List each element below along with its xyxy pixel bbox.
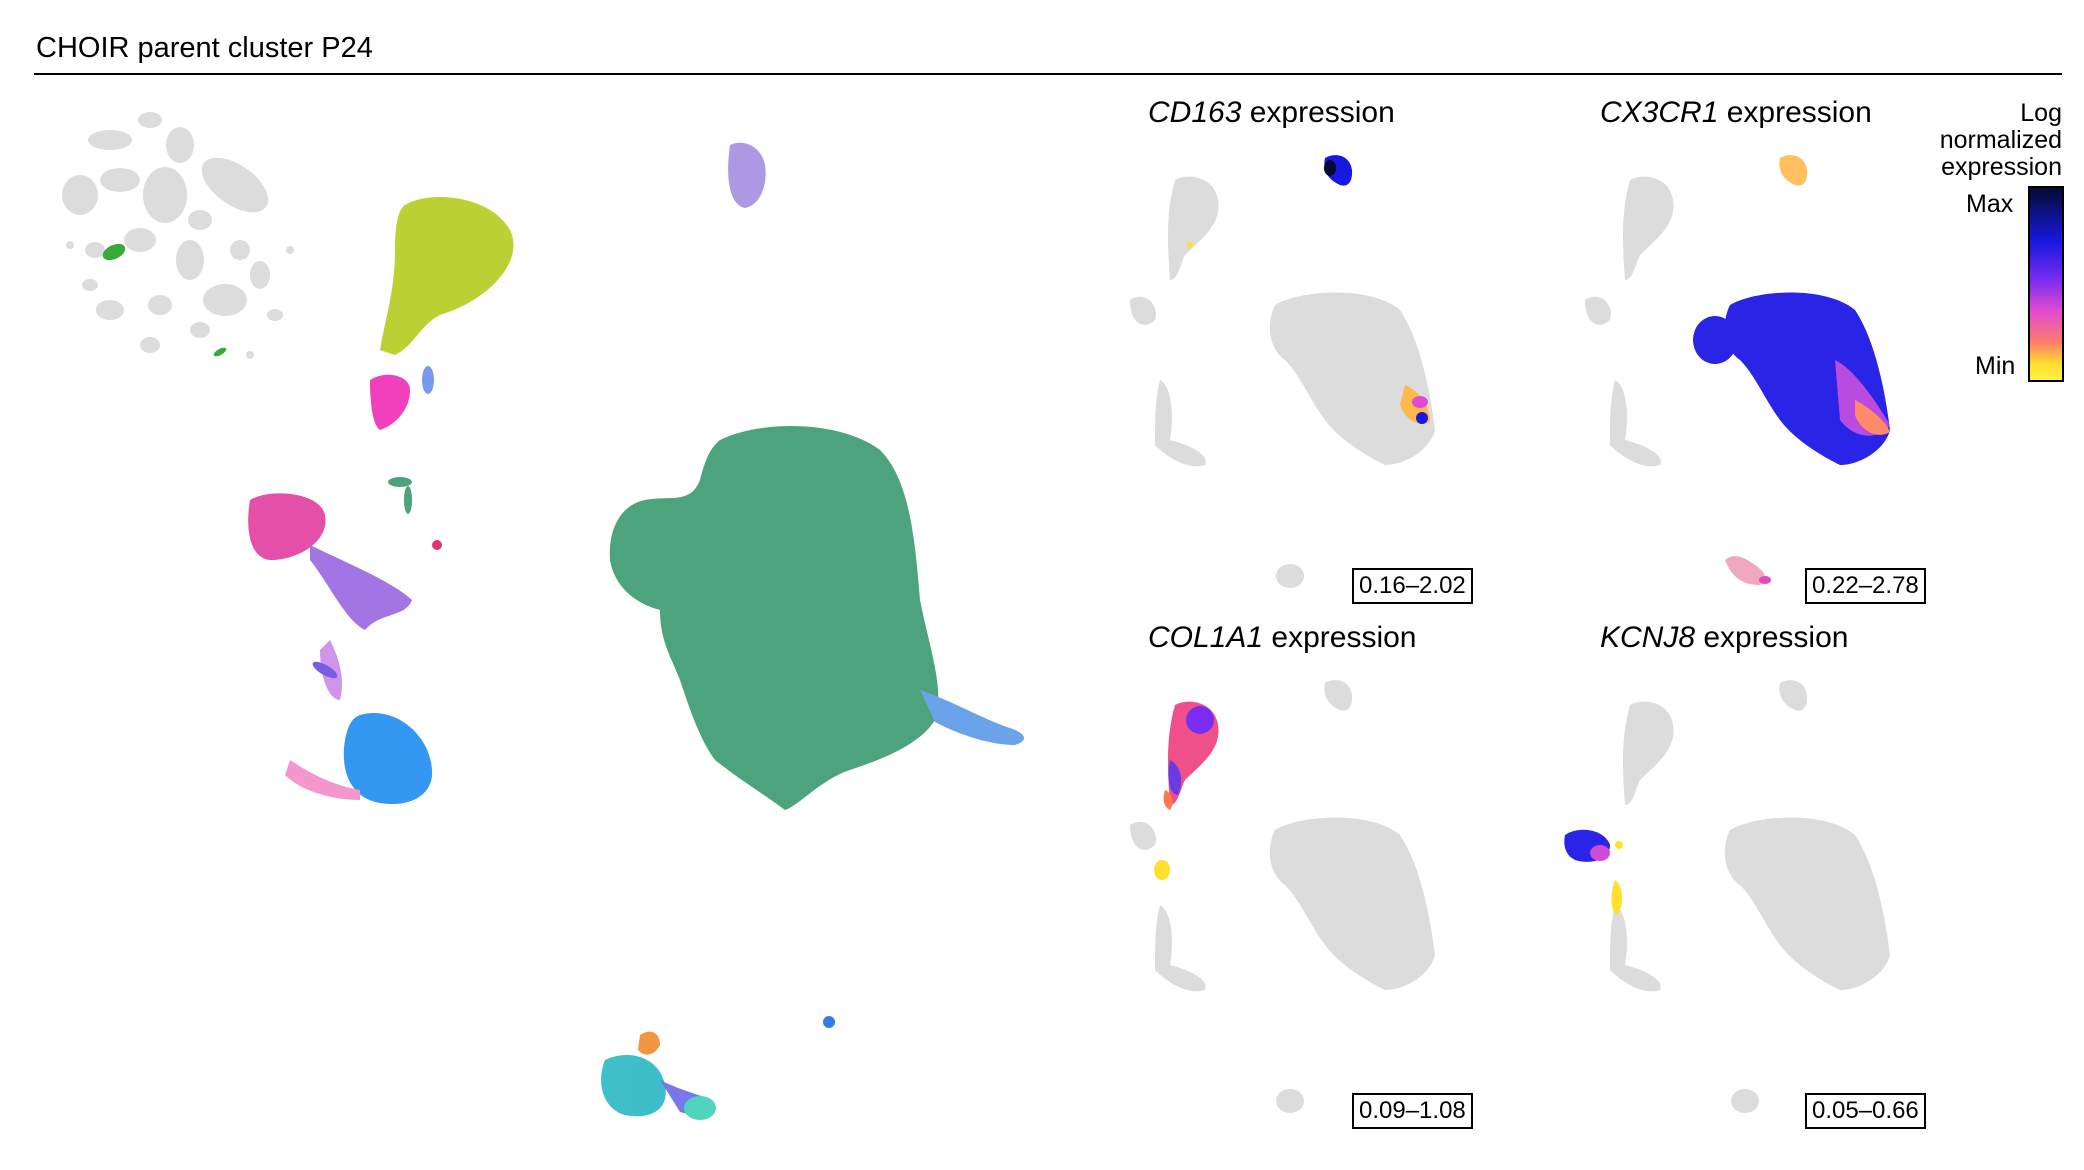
gene-name: CX3CR1 [1600,96,1719,129]
panel-col1a1-range: 0.09–1.08 [1352,1093,1473,1129]
panel-cx3cr1-range: 0.22–2.78 [1805,568,1926,604]
panel-kcnj8-range: 0.05–0.66 [1805,1093,1926,1129]
legend-title: Log normalized expression [1940,100,2062,181]
overview-inset [62,112,294,359]
panel-cd163-range: 0.16–2.02 [1352,568,1473,604]
gene-name: CD163 [1148,96,1242,129]
highlighted-cluster-shape [102,243,126,261]
expression-colorbar [2028,186,2064,382]
panel-cx3cr1-umap [1585,155,1890,585]
title-suffix: expression [1695,621,1849,654]
panel-cx3cr1-title: CX3CR1 expression [1600,96,1872,130]
panel-cd163-umap [1130,155,1435,588]
main-umap [248,142,1025,1120]
title-suffix: expression [1718,96,1872,129]
legend-min-label: Min [1975,352,2016,380]
panel-kcnj8-umap [1564,680,1890,1113]
panel-kcnj8-title: KCNJ8 expression [1600,621,1848,655]
legend-title-line2: normalized [1939,126,2062,154]
figure-title: CHOIR parent cluster P24 [36,32,373,64]
legend-title-line1: Log [2020,99,2062,127]
panel-col1a1-umap [1130,680,1435,1113]
title-suffix: expression [1241,96,1395,129]
gene-name: COL1A1 [1148,621,1264,654]
legend-max-label: Max [1966,190,2014,218]
panel-col1a1-title: COL1A1 expression [1148,621,1417,655]
gene-name: KCNJ8 [1600,621,1696,654]
title-divider [34,73,2062,75]
panel-cd163-title: CD163 expression [1148,96,1395,130]
title-suffix: expression [1263,621,1417,654]
legend-title-line3: expression [1941,153,2062,181]
